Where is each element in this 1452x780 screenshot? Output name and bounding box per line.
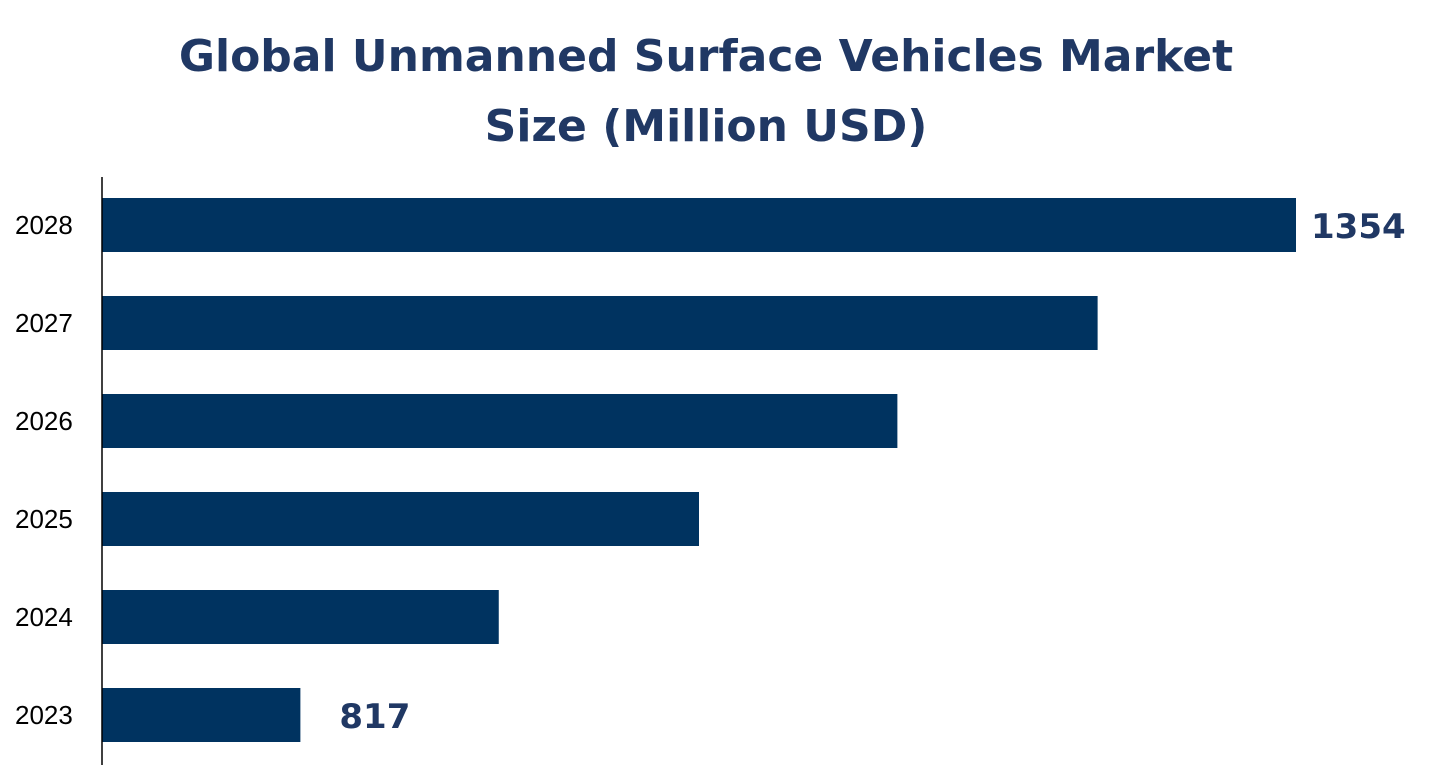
- chart-title: Global Unmanned Surface Vehicles Market …: [0, 22, 1412, 162]
- bar-2024: [102, 590, 499, 644]
- y-tick-label: 2023: [15, 700, 73, 730]
- y-tick-label: 2026: [15, 406, 73, 436]
- y-tick-label: 2024: [15, 602, 73, 632]
- bar-2026: [102, 394, 898, 448]
- bar-2023: [102, 688, 301, 742]
- bar-2028: [102, 198, 1296, 252]
- data-label-2028: 1354: [1311, 207, 1406, 247]
- bar-2027: [102, 296, 1098, 350]
- data-label-2023: 817: [339, 697, 410, 737]
- chart-title-line-2: Size (Million USD): [484, 101, 928, 152]
- bar-2025: [102, 492, 699, 546]
- y-tick-label: 2027: [15, 308, 73, 338]
- chart-title-line-1: Global Unmanned Surface Vehicles Market: [178, 31, 1234, 82]
- y-tick-label: 2028: [15, 210, 73, 240]
- y-tick-label: 2025: [15, 504, 73, 534]
